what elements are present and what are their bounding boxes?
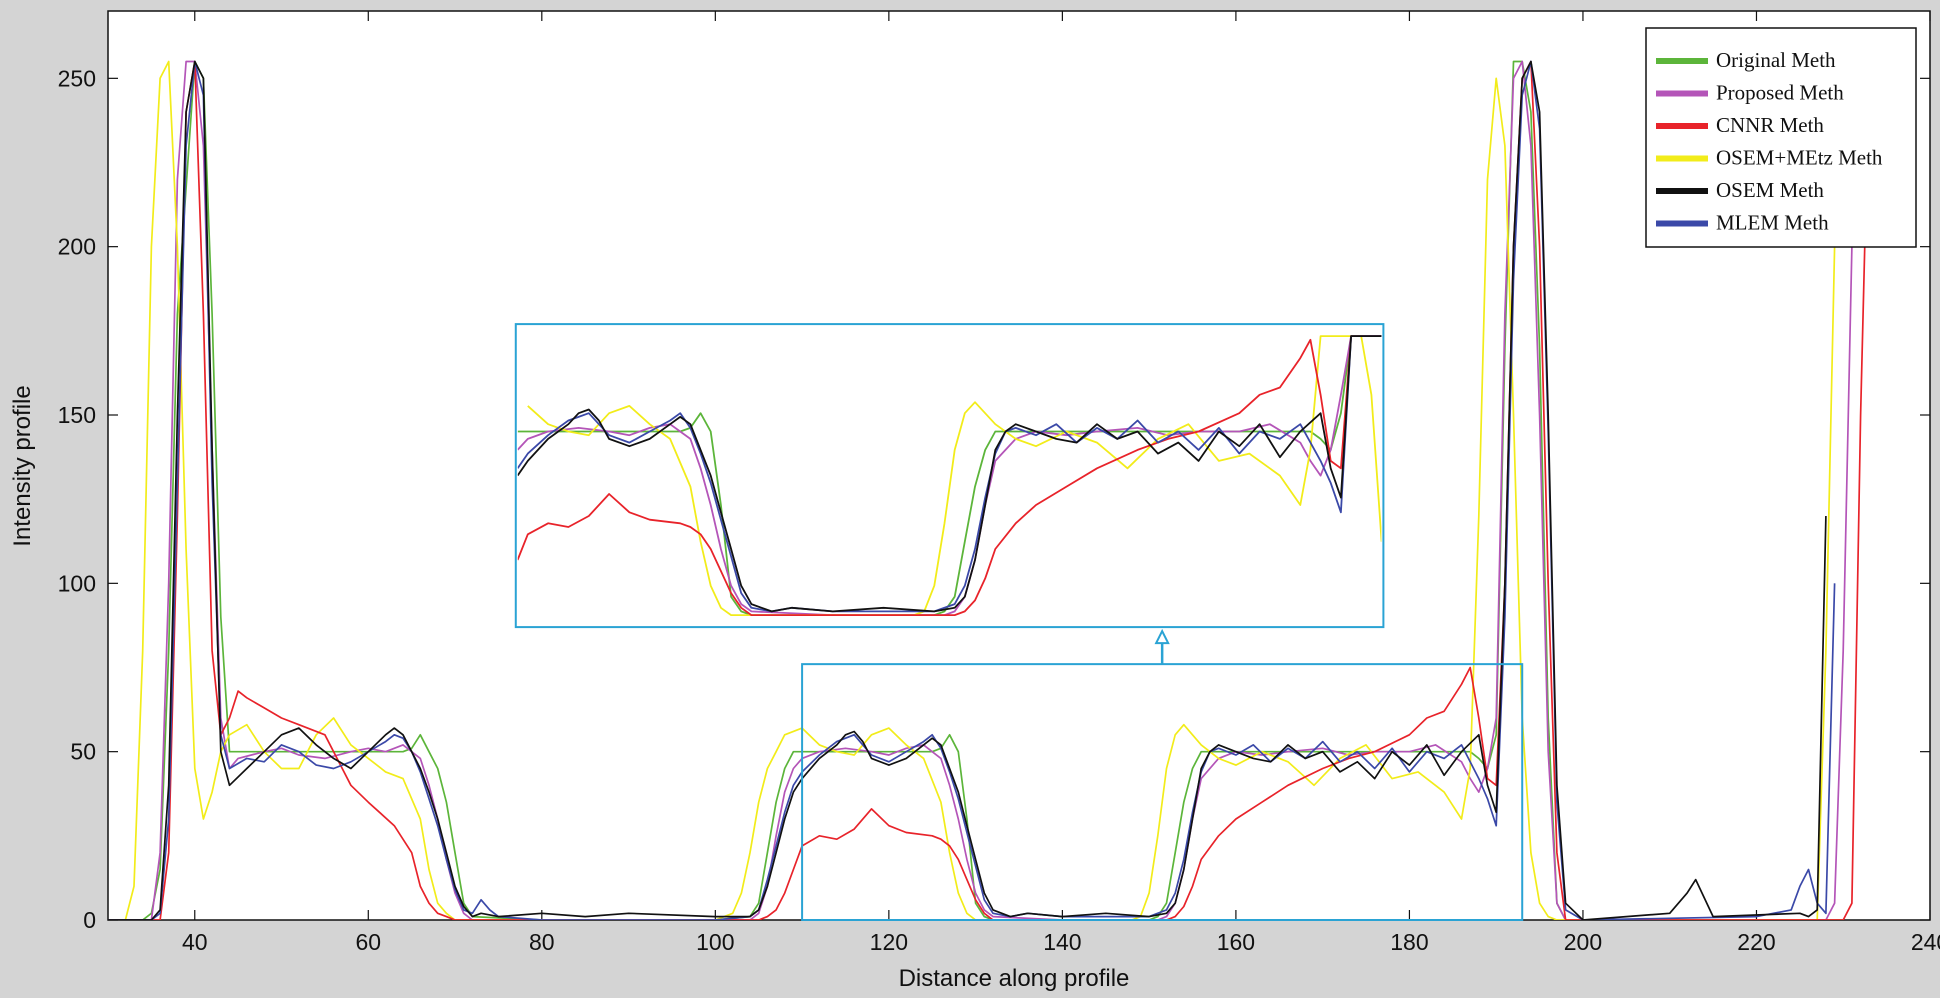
x-tick-label: 40 bbox=[182, 929, 208, 955]
legend: Original Meth Proposed Meth CNNR Meth OSEM+… bbox=[1645, 27, 1917, 248]
series-line-cnnr-meth bbox=[108, 60, 1887, 920]
zoom-inset-series bbox=[517, 335, 1382, 616]
x-axis-label: Distance along profile bbox=[899, 965, 1130, 992]
y-tick-label: 150 bbox=[58, 402, 96, 428]
series-line-osem-metz-meth bbox=[108, 60, 1836, 920]
legend-label: OSEM+MEtz Meth bbox=[1716, 146, 1883, 170]
legend-box bbox=[1645, 27, 1917, 248]
y-tick-label: 100 bbox=[58, 570, 96, 596]
y-tick-label: 200 bbox=[58, 234, 96, 260]
zoom-series-line-osem-meth bbox=[517, 335, 1382, 613]
x-tick-label: 80 bbox=[529, 929, 555, 955]
x-tick-label: 140 bbox=[1043, 929, 1081, 955]
x-tick-label: 120 bbox=[870, 929, 908, 955]
legend-label: Original Meth bbox=[1716, 48, 1836, 72]
x-tick-label: 160 bbox=[1217, 929, 1255, 955]
x-tick-label: 100 bbox=[696, 929, 734, 955]
x-tick-label: 60 bbox=[355, 929, 381, 955]
y-axis-label: Intensity profile bbox=[9, 385, 36, 546]
zoom-series-line-osem-metz-meth bbox=[527, 335, 1382, 616]
x-tick-label: 240 bbox=[1911, 929, 1940, 955]
series-layer bbox=[108, 60, 1887, 920]
legend-label: CNNR Meth bbox=[1716, 113, 1824, 137]
zoom-inset bbox=[514, 323, 1524, 922]
zoom-arrow-head bbox=[1154, 628, 1170, 645]
x-tick-label: 180 bbox=[1390, 929, 1428, 955]
legend-label: MLEM Meth bbox=[1716, 211, 1829, 235]
legend-label: Proposed Meth bbox=[1716, 81, 1844, 105]
x-tick-label: 200 bbox=[1564, 929, 1602, 955]
zoom-inset-box bbox=[514, 323, 1385, 629]
series-line-mlem-meth bbox=[108, 60, 1836, 920]
zoom-series-line-cnnr-meth bbox=[517, 335, 1382, 616]
y-tick-label: 0 bbox=[83, 907, 96, 933]
axis-ticks bbox=[108, 11, 1931, 921]
x-tick-label: 220 bbox=[1737, 929, 1775, 955]
y-tick-labels: 0 50 100 150 200 250 bbox=[58, 65, 96, 933]
y-tick-label: 250 bbox=[58, 65, 96, 91]
y-tick-label: 50 bbox=[70, 739, 96, 765]
legend-label: OSEM Meth bbox=[1716, 178, 1824, 202]
zoom-series-line-mlem-meth bbox=[517, 335, 1382, 613]
series-line-osem-meth bbox=[108, 60, 1827, 920]
x-tick-labels: 40 60 80 100 120 140 160 180 200 220 240 bbox=[182, 929, 1940, 955]
series-line-proposed-meth bbox=[108, 60, 1878, 920]
